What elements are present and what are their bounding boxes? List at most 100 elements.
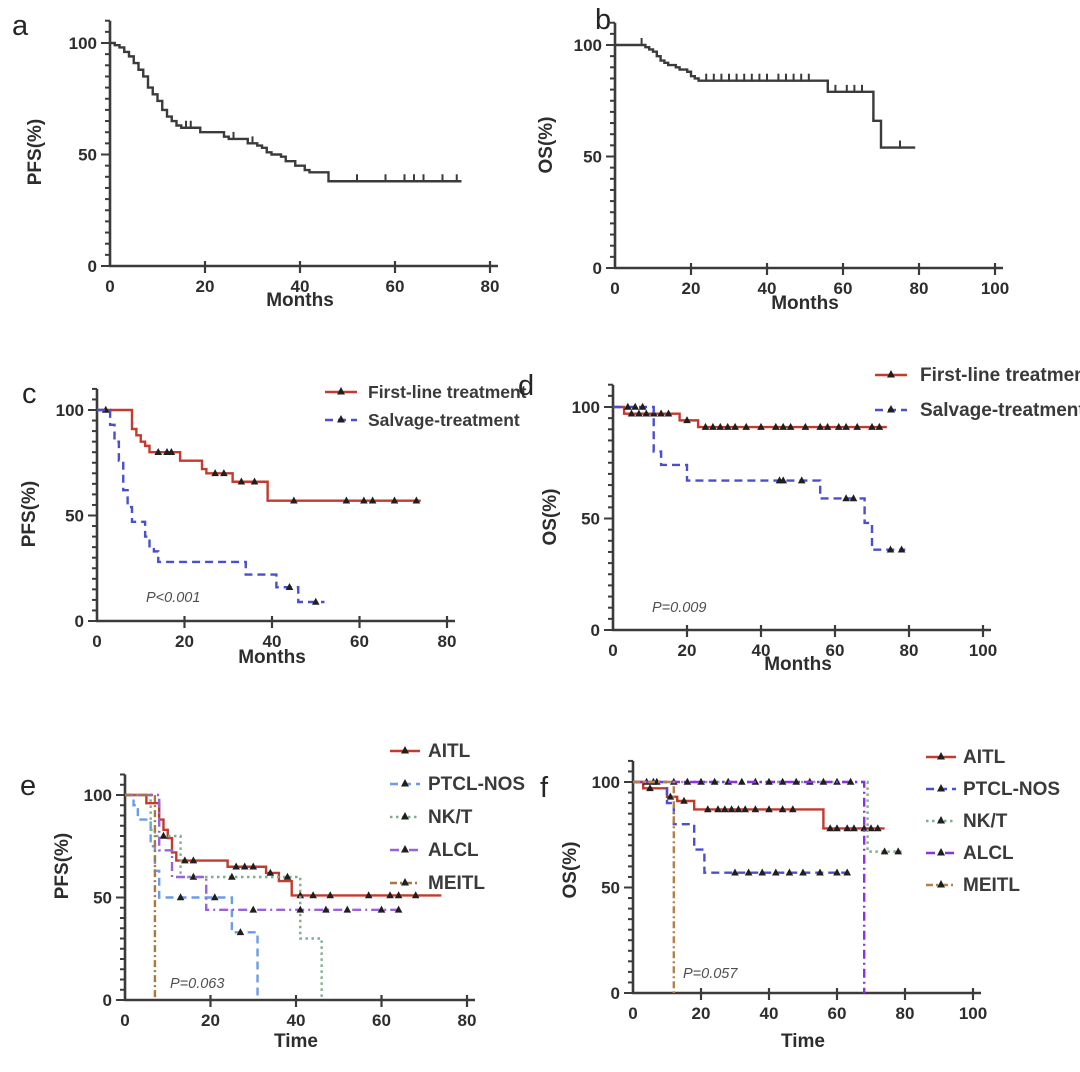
censor-mark <box>697 777 705 785</box>
censor-mark <box>386 891 394 899</box>
panel-f-xtick: 80 <box>896 1004 915 1023</box>
censor-mark <box>886 545 895 553</box>
panel-a-ylabel: PFS(%) <box>25 118 46 186</box>
panel-b-xtick: 0 <box>610 279 619 298</box>
censor-mark <box>786 422 795 430</box>
censor-mark <box>412 496 421 504</box>
panel-d-xtick: 20 <box>678 641 697 660</box>
legend-marker <box>401 845 409 853</box>
legend-marker <box>937 880 945 888</box>
legend-item-label: PTCL-NOS <box>963 779 1060 800</box>
censor-mark <box>772 868 780 876</box>
censor-mark <box>638 402 647 410</box>
panel-c-pvalue: P<0.001 <box>146 590 201 606</box>
censor-mark <box>867 824 875 832</box>
censor-mark <box>868 422 876 430</box>
censor-mark <box>874 824 882 832</box>
panel-d-ytick: 0 <box>591 621 600 640</box>
series-aitl <box>633 780 885 830</box>
censor-mark <box>779 422 787 430</box>
censor-mark <box>390 496 399 504</box>
series-nk-t <box>633 780 902 853</box>
legend-marker <box>937 784 945 792</box>
panel-f-letter: f <box>540 772 549 804</box>
censor-mark <box>657 409 665 417</box>
legend-item-label: PTCL-NOS <box>428 774 525 795</box>
censor-mark <box>411 891 420 899</box>
censor-mark <box>823 422 832 430</box>
censor-mark <box>731 422 739 430</box>
censor-mark <box>843 868 851 876</box>
panel-b-xtick: 100 <box>981 279 1009 298</box>
censor-mark <box>394 905 403 913</box>
censor-mark <box>167 448 176 455</box>
censor-mark <box>646 784 654 792</box>
censor-mark <box>683 416 691 424</box>
legend-marker <box>337 415 345 423</box>
panel-e-legend: AITL PTCL-NOS NK/T ALCL MEITL <box>390 741 525 894</box>
legend-marker <box>337 387 345 395</box>
panel-c-xtick: 20 <box>175 632 194 651</box>
series-os <box>615 43 916 149</box>
censor-mark <box>757 422 765 430</box>
censor-mark <box>210 893 219 901</box>
panel-a-xlabel: Months <box>266 290 334 311</box>
panel-d-xlabel: Months <box>764 654 832 675</box>
censor-mark <box>751 805 760 813</box>
censor-mark <box>789 805 797 813</box>
panel-b-ytick: 100 <box>574 36 602 55</box>
censor-mark <box>290 496 298 504</box>
legend-marker <box>937 816 945 824</box>
panel-f-xtick: 0 <box>628 1004 637 1023</box>
censor-mark <box>880 847 889 855</box>
panel-e-ytick: 0 <box>103 991 112 1010</box>
legend-item-label: Salvage-treatment <box>920 400 1080 421</box>
panel-d-plot: 0 50 100 0 20 40 60 80 100 First-line treatment Sa… <box>572 365 1080 660</box>
legend-item-label: First-line treatment <box>368 382 527 402</box>
censor-mark <box>875 422 884 430</box>
censor-mark <box>343 905 352 913</box>
panel-c-xlabel: Months <box>238 647 306 668</box>
censor-mark <box>853 422 861 430</box>
censor-mark <box>801 422 810 430</box>
censor-mark <box>897 545 906 553</box>
censor-mark <box>816 868 824 876</box>
series-salvage-treatment <box>613 405 906 551</box>
panel-a-xtick: 0 <box>105 277 114 296</box>
censor-mark <box>624 402 632 410</box>
panel-f-xtick: 40 <box>760 1004 779 1023</box>
panel-a-letter: a <box>12 10 29 42</box>
panel-c-legend: First-line treatment Salvage-treatment <box>325 382 527 430</box>
censor-mark <box>819 777 828 785</box>
censor-mark <box>249 862 258 870</box>
censor-mark <box>176 893 185 901</box>
censor-mark <box>710 777 719 785</box>
panel-d-ylabel: OS(%) <box>540 488 561 546</box>
legend-marker <box>887 370 895 378</box>
panel-d-ytick: 100 <box>572 398 600 417</box>
censor-mark <box>709 422 717 430</box>
censor-mark <box>797 476 806 484</box>
legend-item-label: NK/T <box>963 811 1008 832</box>
censor-mark <box>311 597 320 605</box>
panel-b-ytick: 50 <box>583 148 602 167</box>
legend-item-label: AITL <box>428 741 471 762</box>
censor-mark <box>772 422 780 430</box>
panel-b-xtick: 20 <box>682 279 701 298</box>
censor-mark <box>721 805 729 813</box>
censor-mark <box>738 777 746 785</box>
censor-mark <box>849 494 858 502</box>
panel-b-ytick: 0 <box>593 259 602 278</box>
censor-mark <box>778 805 787 813</box>
censor-mark <box>742 422 750 430</box>
panel-b-xtick: 40 <box>758 279 777 298</box>
legend-item-label: NK/T <box>428 807 473 828</box>
series-aitl <box>125 793 442 897</box>
legend-marker <box>401 779 409 787</box>
censor-mark <box>236 928 245 936</box>
panel-e-letter: e <box>20 770 37 802</box>
series-nk-t <box>125 793 323 1000</box>
censor-mark <box>716 422 725 430</box>
panel-a-xtick: 60 <box>386 277 405 296</box>
